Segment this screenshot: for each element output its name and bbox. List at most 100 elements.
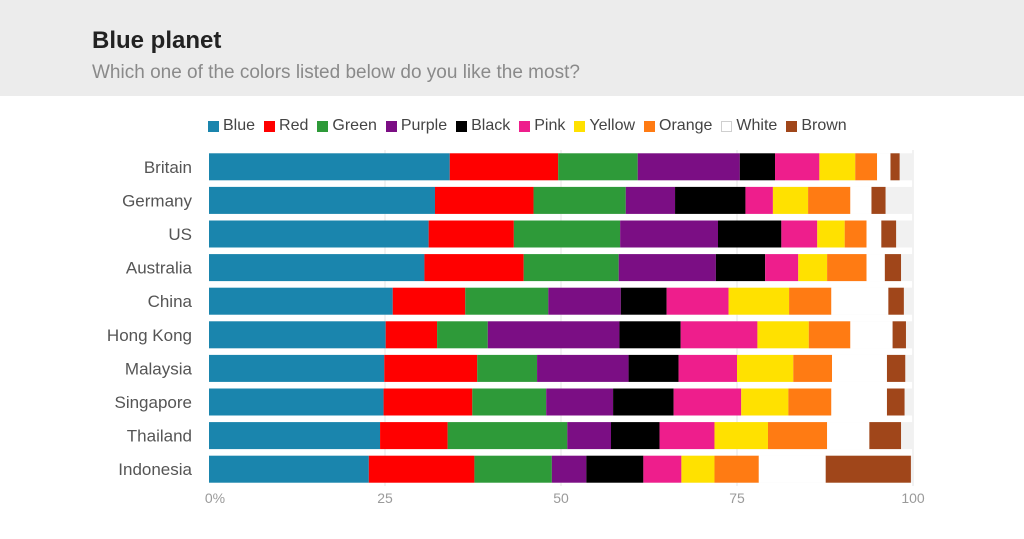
x-tick-label: 100	[901, 490, 925, 506]
bar-segment-white	[758, 455, 826, 483]
category-label: Australia	[126, 259, 193, 278]
bar-segment-white	[850, 186, 872, 214]
bar-segment-pink	[745, 186, 773, 214]
bar-segment-pink	[673, 388, 742, 416]
bar-segment-brown	[890, 153, 900, 181]
legend-item-pink: Pink	[519, 117, 565, 135]
bar-segment-green	[437, 321, 488, 349]
legend-swatch	[317, 120, 329, 132]
legend-swatch	[456, 120, 468, 132]
legend-swatch	[786, 120, 798, 132]
bar-segment-brown	[871, 186, 886, 214]
bar-segment-red	[384, 354, 478, 382]
bar-segment-black	[717, 220, 782, 248]
legend-item-orange: Orange	[644, 117, 712, 135]
bar-segment-brown	[886, 354, 906, 382]
legend-item-green: Green	[317, 117, 377, 135]
category-label: Indonesia	[118, 460, 192, 479]
bar-segment-green	[472, 388, 547, 416]
bar-segment-yellow	[741, 388, 789, 416]
bar-segment-yellow	[681, 455, 715, 483]
bar-segment-brown	[892, 321, 906, 349]
bar-segment-blue	[209, 422, 381, 450]
legend-label: Brown	[801, 117, 847, 134]
bar-segment-black	[739, 153, 776, 181]
bar-segment-orange	[855, 153, 878, 181]
bar-segment-purple	[620, 220, 718, 248]
legend-swatch	[208, 120, 219, 132]
legend-label: Purple	[400, 117, 448, 134]
bar-segment-pink	[775, 153, 820, 181]
bar-segment-purple	[487, 321, 620, 349]
legend-swatch	[574, 120, 586, 132]
bar-segment-brown	[881, 220, 897, 248]
bar-segment-green	[474, 455, 552, 483]
bar-segment-green	[513, 220, 621, 248]
category-label: Hong Kong	[107, 326, 192, 345]
bar-segment-brown	[888, 287, 904, 315]
bar-segment-purple	[625, 186, 676, 214]
bar-segment-green	[465, 287, 549, 315]
bar-segment-black	[715, 254, 766, 282]
legend-item-blue: Blue	[208, 117, 255, 135]
legend-swatch	[721, 120, 733, 132]
bar-segment-purple	[548, 287, 621, 315]
bar-segment-red	[385, 321, 438, 349]
x-tick-label: 50	[553, 490, 569, 506]
bar-segment-blue	[209, 220, 429, 248]
legend-swatch	[519, 120, 531, 132]
bar-segment-green	[447, 422, 568, 450]
legend-item-purple: Purple	[385, 117, 448, 135]
bar-segment-yellow	[757, 321, 809, 349]
legend: Blue Red Green Purple Black Pink Yellow Orange W…	[208, 115, 856, 137]
legend-label: Black	[471, 117, 511, 134]
bar-segment-white	[877, 153, 891, 181]
bar-segment-purple	[567, 422, 611, 450]
bar-segment-orange	[793, 354, 833, 382]
bar-segment-yellow	[772, 186, 809, 214]
bar-segment-red	[434, 186, 534, 214]
bar-segment-white	[866, 220, 882, 248]
bar-segment-red	[428, 220, 514, 248]
bar-segment-brown	[869, 422, 902, 450]
bar-segment-white	[831, 388, 887, 416]
bar-segment-orange	[789, 287, 832, 315]
bar-segment-black	[586, 455, 644, 483]
bar-segment-orange	[788, 388, 832, 416]
x-tick-label: 75	[729, 490, 745, 506]
bar-segment-green	[523, 254, 619, 282]
bar-segment-purple	[637, 153, 740, 181]
bar-segment-yellow	[817, 220, 845, 248]
bar-segment-purple	[618, 254, 716, 282]
bar-segment-blue	[209, 186, 435, 214]
bar-segment-white	[832, 354, 887, 382]
legend-swatch	[264, 120, 276, 132]
bar-segment-black	[620, 287, 667, 315]
bar-segment-blue	[209, 153, 450, 181]
bar-segment-purple	[551, 455, 587, 483]
bar-segment-yellow	[737, 354, 794, 382]
legend-item-brown: Brown	[786, 117, 847, 135]
bar-segment-orange	[714, 455, 759, 483]
legend-label: Green	[332, 117, 377, 134]
category-label: US	[168, 225, 192, 244]
bar-segment-yellow	[714, 422, 768, 450]
category-label: Singapore	[114, 393, 192, 412]
legend-label: Orange	[659, 117, 713, 134]
bar-segment-brown	[884, 254, 902, 282]
bar-segment-orange	[767, 422, 828, 450]
chart-subtitle: Which one of the colors listed below do …	[92, 62, 580, 83]
bar-segment-orange	[808, 186, 851, 214]
x-tick-label: 0%	[205, 490, 225, 506]
bar-segment-yellow	[798, 254, 828, 282]
bar-segment-pink	[643, 455, 682, 483]
bar-segment-red	[380, 422, 448, 450]
bar-segment-green	[533, 186, 626, 214]
bar-segment-red	[449, 153, 559, 181]
x-tick-label: 25	[377, 490, 393, 506]
bar-segment-green	[477, 354, 538, 382]
bar-segment-pink	[781, 220, 818, 248]
category-label: China	[148, 292, 193, 311]
category-label: Britain	[144, 158, 192, 177]
legend-item-red: Red	[264, 117, 308, 135]
